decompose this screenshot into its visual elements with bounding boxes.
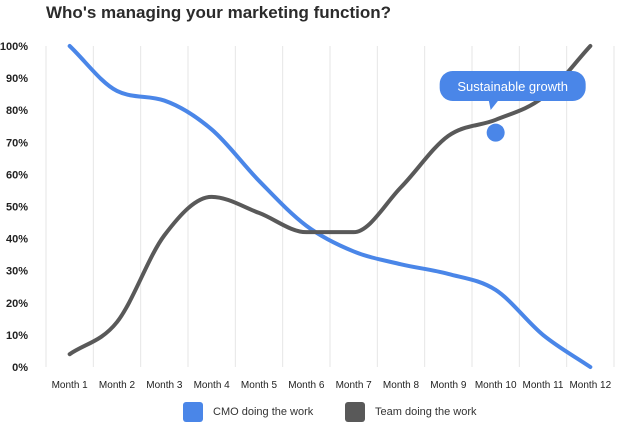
x-tick-label: Month 2: [99, 380, 136, 391]
x-tick-label: Month 5: [241, 380, 278, 391]
x-tick-label: Month 8: [383, 380, 420, 391]
x-tick-label: Month 1: [52, 380, 89, 391]
annotation-group: Sustainable growth: [439, 71, 586, 142]
series-line-cmo: [67, 44, 593, 369]
y-tick-label: 40%: [6, 234, 28, 246]
legend-swatch: [345, 402, 365, 422]
x-tick-label: Month 7: [336, 380, 373, 391]
legend: CMO doing the work Team doing the work: [0, 402, 620, 424]
x-tick-label: Month 12: [569, 380, 611, 391]
series-line-team: [67, 44, 593, 357]
line-chart: 0% 10% 20% 30% 40% 50% 60% 70% 80% 90% 100% Month …: [0, 41, 615, 391]
series-lines: [67, 44, 593, 369]
y-tick-label: 0%: [12, 362, 28, 374]
legend-label: Team doing the work: [375, 406, 477, 418]
y-tick-label: 80%: [6, 105, 28, 117]
annotation-bubble-tail: [488, 100, 499, 110]
y-tick-label: 60%: [6, 169, 28, 181]
y-tick-label: 90%: [6, 73, 28, 85]
y-tick-label: 30%: [6, 266, 28, 278]
y-tick-label: 50%: [6, 202, 28, 214]
y-tick-label: 20%: [6, 298, 28, 310]
x-tick-label: Month 6: [288, 380, 325, 391]
y-tick-label: 100%: [0, 41, 28, 53]
annotation-bubble: [439, 71, 586, 101]
y-tick-label: 10%: [6, 330, 28, 342]
x-tick-label: Month 9: [430, 380, 467, 391]
legend-item: Team doing the work: [345, 402, 477, 422]
chart-title: Who's managing your marketing function?: [46, 3, 391, 22]
x-tick-label: Month 4: [194, 380, 231, 391]
y-axis-tick-labels: 0% 10% 20% 30% 40% 50% 60% 70% 80% 90% 100%: [0, 41, 28, 374]
annotation-label: Sustainable growth: [457, 79, 568, 94]
x-tick-label: Month 11: [523, 380, 564, 391]
x-axis-tick-labels: Month 1 Month 2 Month 3 Month 4 Month 5 Month…: [52, 380, 612, 391]
legend-swatch: [183, 402, 203, 422]
legend-item: CMO doing the work: [183, 402, 313, 422]
y-tick-label: 70%: [6, 137, 28, 149]
annotation-marker: [486, 123, 505, 142]
x-tick-label: Month 10: [475, 380, 517, 391]
x-tick-label: Month 3: [146, 380, 183, 391]
legend-label: CMO doing the work: [213, 406, 314, 418]
